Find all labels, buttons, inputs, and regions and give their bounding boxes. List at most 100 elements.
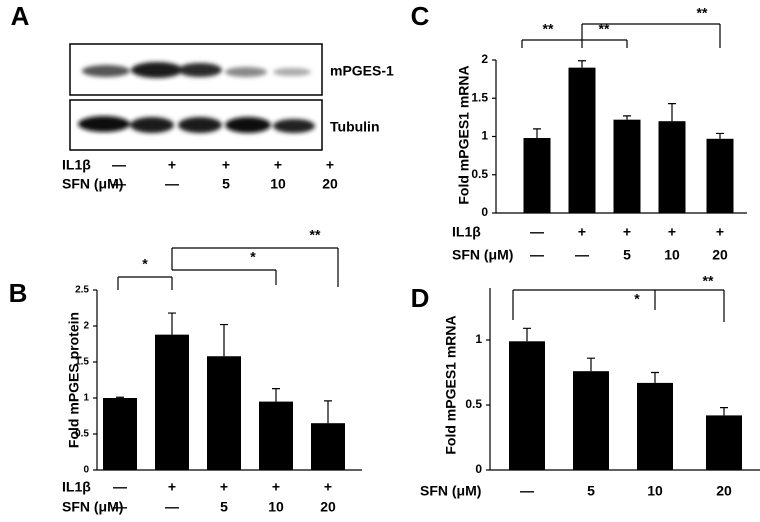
x-tick-label: 10 [647,483,663,499]
x-tick-label: — [113,499,127,515]
bar [207,356,241,470]
lane-label: — [112,157,126,173]
x-tick-label: + [272,479,280,495]
x-tick-label: 5 [220,499,228,515]
lane-label: 10 [270,176,286,192]
x-tick-label: 20 [716,483,732,499]
significance-label: ** [543,21,554,37]
band [82,65,130,77]
bar [311,423,345,470]
band [131,62,183,78]
error-bar [220,323,228,357]
bar [637,382,673,470]
x-tick-label: + [578,224,586,240]
lane-label: — [112,176,126,192]
y-axis-label: Fold mPGES protein [66,312,82,448]
significance-label: ** [697,5,708,21]
significance-bracket [582,39,628,48]
band [178,117,222,133]
y-axis-label: Fold mPGES1 mRNA [443,315,459,454]
panel-letter: A [11,1,30,31]
lane-label: — [165,176,179,192]
bar [613,119,641,213]
row-label: IL1β [452,224,481,240]
x-tick-label: 20 [712,247,728,263]
band [225,117,271,133]
significance-label: ** [599,21,610,37]
x-tick-label: 20 [320,499,336,515]
lane-label: + [168,157,176,173]
x-tick-label: 5 [587,483,595,499]
y-tick-label: 1 [481,129,488,143]
x-tick-label: + [220,479,228,495]
y-tick-label: 0.5 [471,167,488,181]
error-bar [623,115,631,120]
bar [509,341,545,470]
lane-label: + [326,157,334,173]
row-label: SFN (μM) [62,176,123,192]
error-bar [587,357,595,372]
bar [103,398,137,470]
significance-bracket [512,289,656,320]
band [225,67,267,77]
x-tick-label: + [668,224,676,240]
bar [658,121,686,213]
row-label: SFN (μM) [62,499,123,515]
bar [523,138,551,213]
error-bar [116,396,124,398]
significance-bracket [581,23,721,48]
error-bar [523,327,531,342]
y-tick-label: 2 [83,321,89,332]
error-bar [668,103,676,122]
bar [706,415,742,470]
error-bar [324,400,332,424]
y-tick-label: 2.5 [75,285,89,296]
row-label: IL1β [62,479,91,495]
significance-bracket [117,276,173,290]
x-tick-label: 5 [623,247,631,263]
y-tick-label: 0.5 [465,397,482,411]
significance-label: * [634,291,640,307]
error-bar [716,132,724,139]
x-tick-label: 10 [664,247,680,263]
y-axis-label: Fold mPGES1 mRNA [456,65,472,204]
x-tick-label: — [113,479,127,495]
lane-label: 20 [322,176,338,192]
x-tick-label: — [165,499,179,515]
row-label: SFN (μM) [420,483,481,499]
row-label: IL1β [62,157,91,173]
row-label: SFN (μM) [452,247,513,263]
significance-bracket [521,39,583,48]
panel-letter: C [411,1,430,31]
panel-letter: D [411,283,430,313]
y-tick-label: 0.5 [75,429,89,440]
error-bar [533,128,541,139]
bar [155,334,189,470]
band [273,68,311,76]
band [178,63,222,77]
x-tick-label: 10 [268,499,284,515]
bar [573,371,609,470]
band-label: Tubulin [330,119,380,135]
y-tick-label: 2 [481,52,488,66]
band-label: mPGES-1 [330,63,394,79]
error-bar [651,371,659,383]
x-tick-label: + [168,479,176,495]
y-tick-label: 0 [475,462,482,476]
y-tick-label: 1.5 [471,90,488,104]
x-tick-label: + [716,224,724,240]
x-tick-label: — [575,247,589,263]
x-tick-label: — [530,247,544,263]
significance-bracket [172,269,277,285]
significance-label: ** [703,273,714,289]
significance-bracket [171,247,339,287]
error-bar [272,388,280,402]
error-bar [578,60,586,68]
lane-label: + [222,157,230,173]
x-tick-label: + [324,479,332,495]
y-tick-label: 0 [481,205,488,219]
band [130,117,174,133]
bar [706,138,734,213]
blot: mPGES-1 Tubulin [69,43,394,151]
